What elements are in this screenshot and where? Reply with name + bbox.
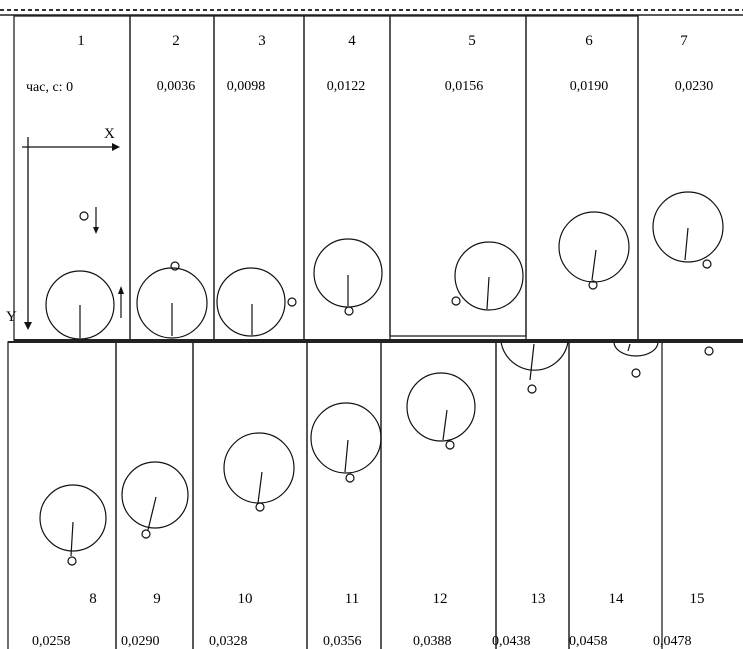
frame-5-number: 5 xyxy=(468,33,476,49)
frame-15-number: 15 xyxy=(690,591,705,607)
frame-8-number: 8 xyxy=(89,591,97,607)
ball-1 xyxy=(79,211,89,221)
frame-6-time: 0,0190 xyxy=(570,79,609,94)
ball-9 xyxy=(141,529,151,539)
frame-9-number: 9 xyxy=(153,591,161,607)
disc-5 xyxy=(454,241,524,311)
disc-1-velocity-arrow xyxy=(118,286,124,294)
ball-12 xyxy=(445,440,455,450)
disc-12 xyxy=(406,372,476,442)
frame-4-time: 0,0122 xyxy=(327,79,366,94)
bottom-labels: 8 9 10 11 12 13 14 15 0,0258 0,0290 0,03… xyxy=(32,591,705,649)
frame-14-number: 14 xyxy=(609,591,625,607)
disc-14-marker xyxy=(627,343,631,352)
ball-15 xyxy=(704,346,714,356)
disc-6 xyxy=(558,211,630,283)
frame-10-number: 10 xyxy=(238,591,253,607)
disc-14 xyxy=(613,341,659,357)
disc-9-marker xyxy=(147,496,157,531)
frame-12-number: 12 xyxy=(433,591,448,607)
frame-7-number: 7 xyxy=(680,33,688,49)
frame-2 xyxy=(129,15,215,341)
disc-1 xyxy=(45,270,115,340)
frame-8 xyxy=(7,341,117,649)
frame-13-time: 0,0438 xyxy=(492,634,531,649)
ball-4 xyxy=(344,306,354,316)
ball-3 xyxy=(287,297,297,307)
ball-5 xyxy=(451,296,461,306)
axes xyxy=(22,137,120,330)
top-strip xyxy=(0,0,743,16)
disc-6-marker xyxy=(591,249,597,281)
frame-15-time: 0,0478 xyxy=(653,634,692,649)
disc-11 xyxy=(310,402,382,474)
disc-8-marker xyxy=(70,521,74,557)
frame-9-time: 0,0290 xyxy=(121,634,160,649)
frame-2-time: 0,0036 xyxy=(157,79,196,94)
frame-1-number: 1 xyxy=(77,33,85,49)
frame-1 xyxy=(13,15,131,341)
bottom-row xyxy=(7,341,663,649)
disc-3 xyxy=(216,267,286,337)
top-labels: 1 2 3 4 5 6 7 час, с: 0 0,0036 0,0098 0,… xyxy=(26,33,713,95)
frame-6 xyxy=(525,15,639,341)
frame-13-number: 13 xyxy=(531,591,546,607)
frame-1-time: час, с: 0 xyxy=(26,80,73,95)
disc-7 xyxy=(652,191,724,263)
frame-14-time: 0,0458 xyxy=(569,634,608,649)
frame-12-time: 0,0388 xyxy=(413,634,452,649)
ball-2 xyxy=(170,261,180,271)
frame-7-time: 0,0230 xyxy=(675,79,714,94)
frame-4-number: 4 xyxy=(348,33,356,49)
x-axis-label: X xyxy=(104,126,115,142)
disc-11-marker xyxy=(344,439,349,473)
ball-13 xyxy=(527,384,537,394)
y-axis-label: Y xyxy=(6,309,17,325)
disc-9 xyxy=(121,461,189,529)
frame-3 xyxy=(213,15,305,341)
top-row xyxy=(13,15,639,341)
frame-5-time: 0,0156 xyxy=(445,79,484,94)
bottom-objects xyxy=(39,341,714,566)
frame-6-number: 6 xyxy=(585,33,593,49)
disc-7-marker xyxy=(684,227,689,261)
disc-13-marker xyxy=(529,343,535,381)
frame-8-time: 0,0258 xyxy=(32,634,71,649)
ball-6 xyxy=(588,280,598,290)
x-axis-arrow xyxy=(112,143,120,151)
frame-3-time: 0,0098 xyxy=(227,79,266,94)
ball-7 xyxy=(702,259,712,269)
ball-1-velocity-arrow xyxy=(93,227,99,234)
frame-11-number: 11 xyxy=(345,591,359,607)
disc-10-marker xyxy=(257,471,263,504)
ball-11 xyxy=(345,473,355,483)
top-objects xyxy=(45,191,724,340)
disc-5-marker xyxy=(486,276,490,310)
ball-10 xyxy=(255,502,265,512)
frame-5 xyxy=(389,15,527,337)
frame-11-time: 0,0356 xyxy=(323,634,362,649)
frame-10-time: 0,0328 xyxy=(209,634,248,649)
disc-12-marker xyxy=(442,409,448,441)
y-axis-arrow xyxy=(24,322,32,330)
frame-3-number: 3 xyxy=(258,33,266,49)
ball-8 xyxy=(67,556,77,566)
disc-13 xyxy=(500,341,569,371)
ball-14 xyxy=(631,368,641,378)
disc-8 xyxy=(39,484,107,552)
frame-2-number: 2 xyxy=(172,33,180,49)
